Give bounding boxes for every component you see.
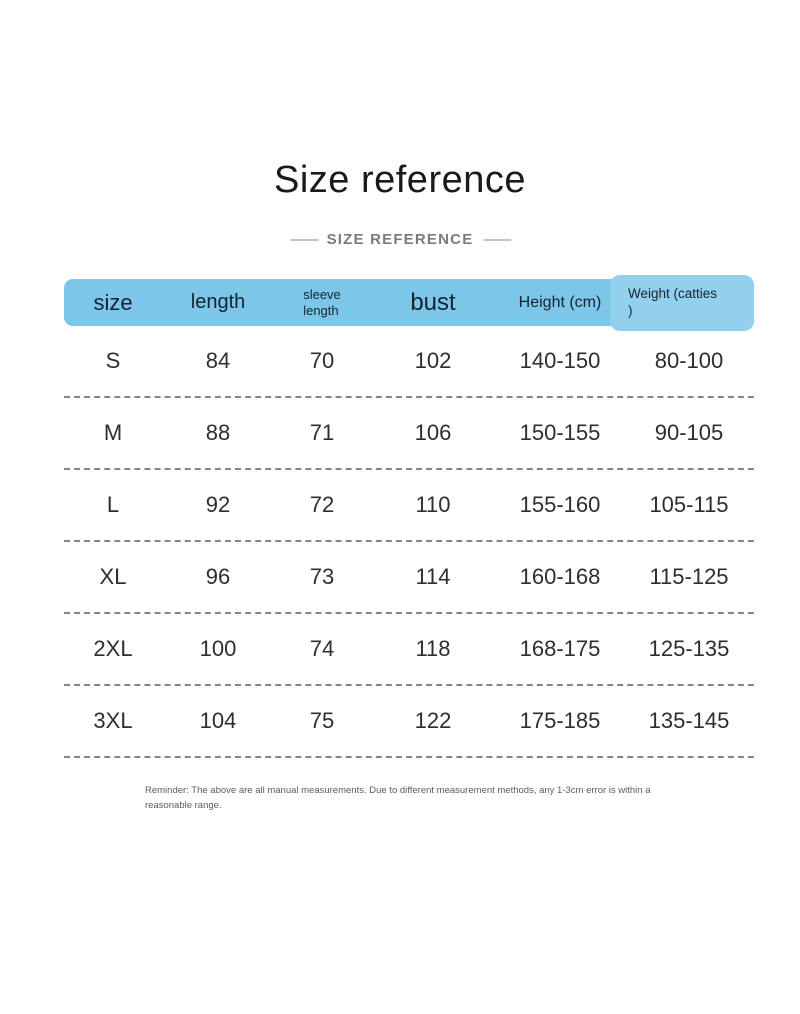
cell-sleeve: 70 <box>309 348 335 373</box>
weight-label: Weight (catties ) <box>628 286 717 320</box>
cell-height: 150-155 <box>519 420 601 445</box>
cell-size: XL <box>99 564 127 589</box>
cell-size: M <box>103 420 123 445</box>
cell-sleeve: 71 <box>309 420 335 445</box>
table-row-s: S 84 70 102 140-150 80-100 <box>64 326 754 398</box>
table-row-l: L 92 72 110 155-160 105-115 <box>64 470 754 542</box>
cell-weight: 125-135 <box>648 636 730 661</box>
subtitle-text: SIZE REFERENCE <box>326 231 474 248</box>
column-header-sleeve-length: sleeve length <box>274 287 370 318</box>
cell-height: 160-168 <box>519 564 601 589</box>
weight-label-line1: Weight (catties <box>628 286 718 302</box>
sleeve-length-label: sleeve length <box>303 287 341 318</box>
column-header-weight: Weight (catties ) <box>610 275 754 331</box>
cell-sleeve: 73 <box>309 564 335 589</box>
cell-size: S <box>105 348 121 373</box>
cell-height: 155-160 <box>519 492 601 517</box>
cell-sleeve: 74 <box>309 636 335 661</box>
cell-bust: 110 <box>415 492 451 517</box>
cell-length: 96 <box>205 564 231 589</box>
column-header-size: size <box>93 289 133 315</box>
table-row-2xl: 2XL 100 74 118 168-175 125-135 <box>64 614 754 686</box>
cell-sleeve: 75 <box>309 708 335 733</box>
table-row-xl: XL 96 73 114 160-168 115-125 <box>64 542 754 614</box>
cell-bust: 102 <box>414 348 452 373</box>
cell-size: 3XL <box>93 708 133 733</box>
cell-sleeve: 72 <box>309 492 335 517</box>
cell-size: 2XL <box>93 636 133 661</box>
section-header: —— SIZE REFERENCE —— <box>0 230 800 250</box>
cell-bust: 118 <box>415 636 451 661</box>
column-header-bust: bust <box>410 288 456 316</box>
cell-height: 175-185 <box>519 708 601 733</box>
cell-length: 84 <box>205 348 231 373</box>
table-header-row: size length sleeve length bust Height (c… <box>64 275 754 331</box>
cell-size: L <box>106 492 120 517</box>
cell-weight: 90-105 <box>654 420 724 445</box>
cell-length: 92 <box>205 492 231 517</box>
cell-bust: 106 <box>414 420 452 445</box>
cell-length: 100 <box>199 636 237 661</box>
cell-length: 104 <box>199 708 237 733</box>
cell-weight: 80-100 <box>654 348 724 373</box>
cell-weight: 135-145 <box>648 708 730 733</box>
weight-label-line2: ) <box>628 303 633 318</box>
size-table: size length sleeve length bust Height (c… <box>64 275 754 758</box>
table-row-3xl: 3XL 104 75 122 175-185 135-145 <box>64 686 754 758</box>
cell-height: 168-175 <box>519 636 601 661</box>
cell-bust: 114 <box>415 564 451 589</box>
cell-bust: 122 <box>414 708 452 733</box>
cell-height: 140-150 <box>519 348 601 373</box>
column-header-length: length <box>190 291 246 313</box>
column-header-height: Height (cm) <box>518 293 602 311</box>
subtitle-dash-left: —— <box>290 231 319 248</box>
subtitle-dash-right: —— <box>483 231 511 248</box>
table-row-m: M 88 71 106 150-155 90-105 <box>64 398 754 470</box>
cell-weight: 105-115 <box>649 492 729 517</box>
page-title: Size reference <box>273 159 526 201</box>
sleeve-length-line2: length <box>303 302 339 318</box>
reminder-note: Reminder: The above are all manual measu… <box>145 785 651 811</box>
sleeve-length-line1: sleeve <box>303 287 341 303</box>
cell-weight: 115-125 <box>649 564 729 589</box>
cell-length: 88 <box>205 420 231 445</box>
